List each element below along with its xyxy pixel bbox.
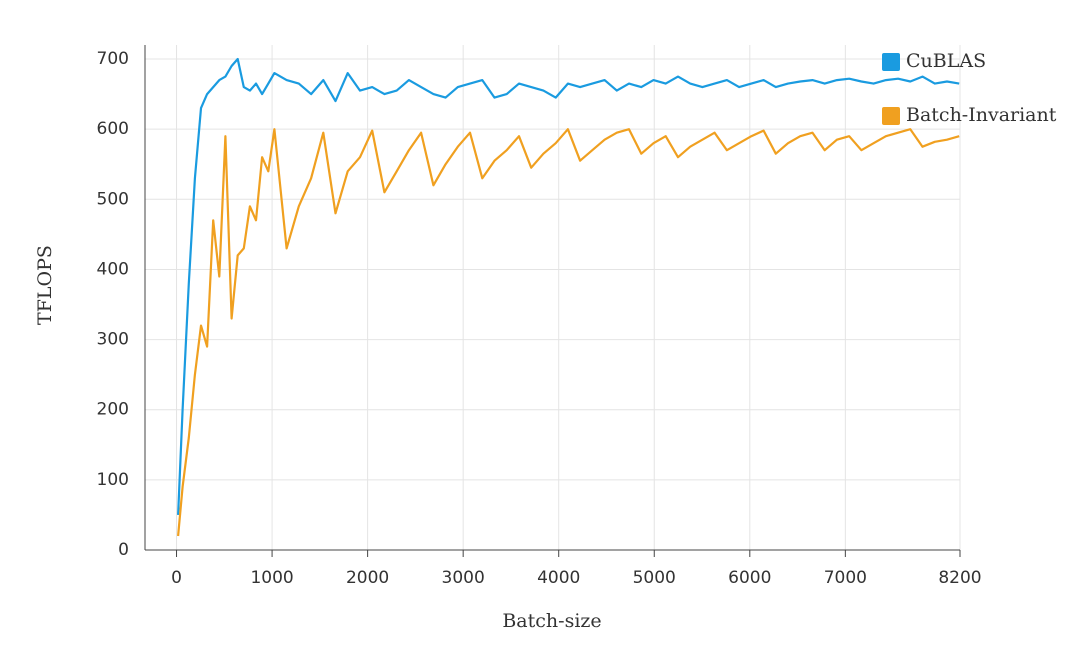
y-tick-label: 600: [97, 119, 129, 139]
x-tick-label: 2000: [346, 568, 389, 588]
y-tick-label: 300: [97, 330, 129, 350]
x-tick-label: 5000: [633, 568, 676, 588]
y-tick-label: 700: [97, 49, 129, 69]
legend-swatch: [882, 107, 900, 125]
legend-label: CuBLAS: [906, 50, 986, 72]
series-line: [177, 57, 960, 515]
x-tick-label: 6000: [728, 568, 771, 588]
legend-swatch: [882, 53, 900, 71]
y-tick-label: 400: [97, 259, 129, 279]
x-tick-label: 0: [171, 568, 182, 588]
y-axis-label: TFLOPS: [34, 245, 56, 325]
x-tick-label: 8200: [938, 568, 981, 588]
legend-label: Batch-Invariant: [906, 104, 1057, 126]
series-line: [177, 128, 960, 537]
x-axis-label: Batch-size: [502, 610, 601, 632]
y-tick-label: 200: [97, 400, 129, 420]
y-tick-label: 0: [118, 540, 129, 560]
y-tick-label: 500: [97, 189, 129, 209]
x-tick-label: 3000: [442, 568, 485, 588]
y-tick-label: 100: [97, 470, 129, 490]
x-tick-label: 7000: [824, 568, 867, 588]
x-tick-label: 4000: [537, 568, 580, 588]
x-tick-label: 1000: [250, 568, 293, 588]
